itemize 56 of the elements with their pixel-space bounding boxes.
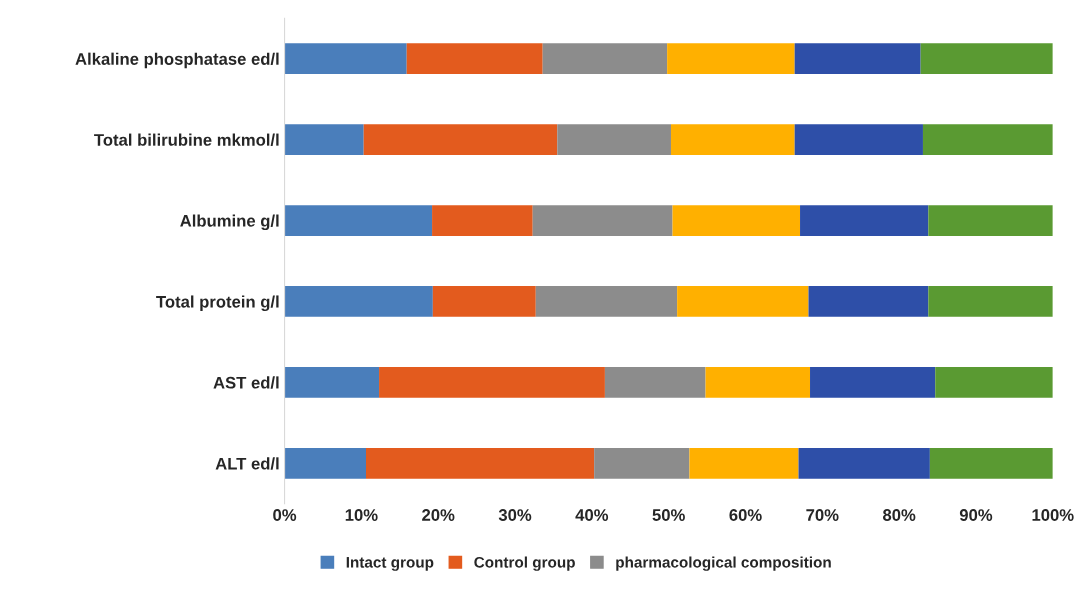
x-tick-label: 10% bbox=[345, 509, 378, 521]
bar bbox=[677, 286, 809, 317]
bar bbox=[284, 205, 433, 236]
x-tick-label: 20% bbox=[422, 509, 455, 521]
bar bbox=[284, 367, 380, 398]
bar bbox=[542, 43, 668, 75]
bar bbox=[532, 205, 673, 236]
x-tick-label: 50% bbox=[652, 509, 685, 521]
bar bbox=[432, 286, 536, 317]
bar bbox=[922, 124, 1053, 155]
legend-label: pharmacological composition bbox=[616, 556, 831, 571]
bar bbox=[920, 43, 1053, 75]
bar bbox=[284, 43, 407, 75]
bar bbox=[594, 447, 690, 479]
bar bbox=[406, 43, 543, 75]
bar bbox=[284, 124, 364, 155]
bar bbox=[810, 367, 936, 398]
bar bbox=[672, 205, 801, 236]
bar bbox=[928, 286, 1053, 317]
bar bbox=[557, 124, 671, 155]
bar bbox=[929, 447, 1053, 479]
y-tick-label: ALT ed/l bbox=[215, 457, 279, 470]
bar bbox=[935, 367, 1053, 398]
y-tick-label: Total protein g/l bbox=[156, 295, 279, 312]
bar bbox=[670, 124, 795, 155]
y-tick-label: AST ed/l bbox=[213, 376, 279, 389]
x-tick-label: 40% bbox=[575, 509, 609, 521]
bar bbox=[366, 447, 595, 479]
bar bbox=[689, 447, 799, 479]
bar bbox=[535, 286, 678, 317]
bar bbox=[379, 367, 605, 398]
bar bbox=[604, 367, 706, 398]
bar bbox=[284, 447, 366, 479]
y-tick-label: Albumine g/l bbox=[180, 214, 279, 231]
bar bbox=[705, 367, 811, 398]
bar bbox=[794, 43, 921, 75]
bar bbox=[808, 286, 929, 317]
bar bbox=[798, 447, 930, 479]
x-tick-label: 80% bbox=[882, 509, 916, 521]
x-tick-label: 30% bbox=[498, 509, 532, 521]
bar bbox=[928, 205, 1053, 236]
x-tick-label: 0% bbox=[273, 509, 297, 521]
bar bbox=[794, 124, 923, 155]
legend-label: Intact group bbox=[346, 557, 434, 571]
x-tick-label: 60% bbox=[729, 509, 762, 521]
x-tick-label: 70% bbox=[806, 509, 839, 521]
bar bbox=[432, 205, 533, 236]
bar bbox=[667, 43, 795, 75]
bar bbox=[284, 286, 433, 317]
x-tick-label: 90% bbox=[959, 509, 993, 521]
y-tick-label: Total bilirubine mkmol/l bbox=[94, 133, 279, 146]
bar bbox=[800, 205, 929, 236]
x-tick-label: 100% bbox=[1032, 509, 1074, 521]
y-tick-label: Alkaline phosphatase ed/l bbox=[75, 52, 279, 69]
legend-label: Control group bbox=[474, 556, 575, 571]
bar bbox=[363, 124, 558, 155]
